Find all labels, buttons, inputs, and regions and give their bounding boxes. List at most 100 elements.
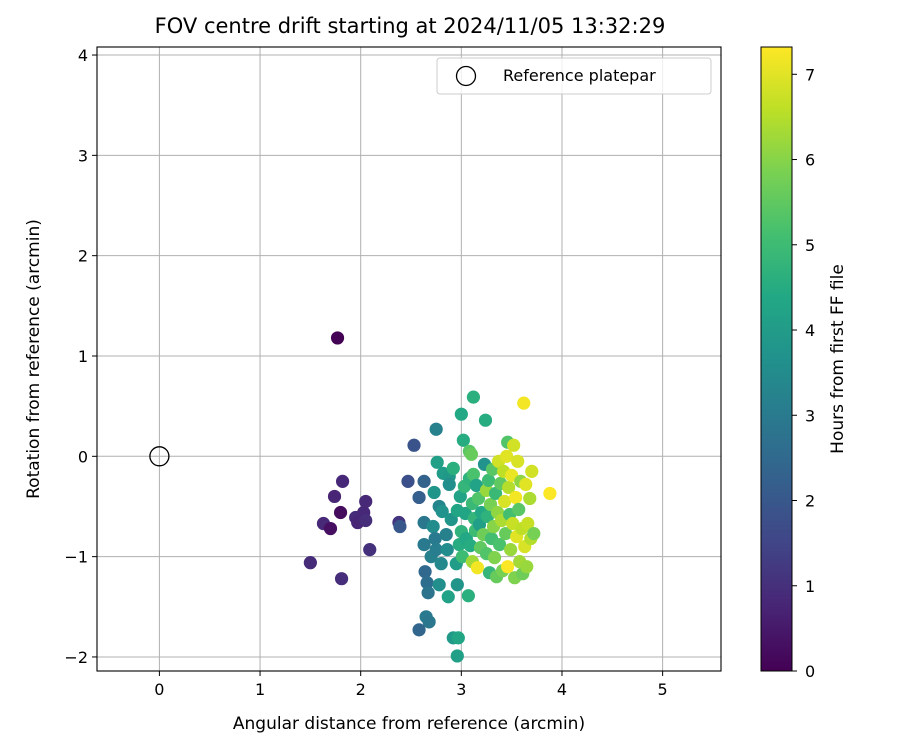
data-point <box>464 447 478 461</box>
colorbar-tick-label: 6 <box>805 151 815 170</box>
data-point <box>499 526 513 541</box>
x-tick-label: 4 <box>557 680 567 699</box>
data-point <box>359 494 373 509</box>
data-point <box>517 396 531 410</box>
colorbar-tick-label: 3 <box>805 406 815 425</box>
y-tick-label: 2 <box>78 247 88 266</box>
data-point <box>441 590 455 604</box>
y-axis-ticks: −2 −1 0 1 2 3 4 <box>64 46 97 667</box>
data-point <box>469 478 484 493</box>
data-point <box>543 486 557 501</box>
data-point <box>501 560 515 574</box>
colorbar-frame <box>760 46 793 672</box>
data-point <box>461 589 475 603</box>
data-point <box>450 578 464 592</box>
data-point <box>463 538 477 553</box>
data-point <box>327 489 342 504</box>
legend-marker <box>455 65 477 87</box>
data-point <box>417 474 431 488</box>
data-point <box>466 467 481 481</box>
data-point <box>428 531 442 546</box>
y-tick-label: −2 <box>64 648 88 667</box>
data-point <box>412 623 426 637</box>
x-tick-label: 3 <box>456 680 466 699</box>
data-point <box>525 464 539 478</box>
data-point <box>520 560 534 574</box>
data-point <box>330 331 345 345</box>
colorbar-tick-label: 0 <box>805 662 815 681</box>
data-point <box>478 413 493 427</box>
data-point <box>453 489 467 504</box>
data-point <box>335 474 350 488</box>
colorbar-tick-label: 1 <box>805 577 815 596</box>
data-point <box>502 480 516 495</box>
data-point <box>527 526 541 541</box>
data-point <box>480 509 495 524</box>
colorbar-tick-label: 2 <box>805 492 815 511</box>
data-point <box>323 521 338 536</box>
data-point <box>488 486 503 501</box>
data-point <box>418 565 432 579</box>
data-point <box>417 537 431 552</box>
legend-box <box>436 57 712 95</box>
data-point <box>427 485 441 500</box>
x-axis-label: Angular distance from reference (arcmin) <box>233 714 585 734</box>
data-point <box>429 422 443 436</box>
colorbar-ticks: 0 1 2 3 4 5 6 7 <box>792 65 815 681</box>
data-point <box>412 490 426 505</box>
data-point <box>393 519 407 534</box>
data-point <box>435 504 449 519</box>
data-point <box>401 474 415 488</box>
y-axis-label: Rotation from reference (arcmin) <box>24 219 44 499</box>
data-point <box>500 449 514 463</box>
data-point <box>456 433 470 447</box>
x-tick-label: 0 <box>154 680 164 699</box>
legend-label: Reference platepar <box>503 66 656 85</box>
data-point <box>509 490 523 505</box>
x-axis-ticks: 0 1 2 3 4 5 <box>154 671 668 699</box>
data-point <box>334 572 349 586</box>
scatter-points <box>303 331 557 663</box>
data-point <box>432 578 446 592</box>
x-tick-label: 5 <box>658 680 668 699</box>
data-point <box>507 438 521 452</box>
data-point <box>504 543 518 557</box>
data-point <box>422 615 436 629</box>
data-point <box>487 551 502 565</box>
x-tick-label: 1 <box>255 680 265 699</box>
data-point <box>434 557 448 571</box>
x-tick-label: 2 <box>356 680 366 699</box>
data-point <box>439 527 453 542</box>
data-point <box>481 473 496 487</box>
colorbar-gradient <box>761 47 792 671</box>
data-point <box>523 491 537 506</box>
data-point <box>451 631 465 645</box>
chart-title: FOV centre drift starting at 2024/11/05 … <box>155 14 666 38</box>
data-point <box>454 407 468 421</box>
y-tick-label: −1 <box>64 548 88 567</box>
data-point <box>420 576 434 590</box>
data-point <box>498 494 512 509</box>
data-point <box>519 477 533 492</box>
data-point <box>359 513 373 528</box>
data-point <box>511 454 525 468</box>
y-tick-label: 3 <box>78 146 88 165</box>
y-tick-label: 4 <box>78 46 88 65</box>
data-point <box>472 517 487 532</box>
colorbar-tick-label: 4 <box>805 321 815 340</box>
data-point <box>407 438 421 452</box>
data-point <box>470 561 485 575</box>
colorbar-label: Hours from first FF file <box>828 264 848 454</box>
data-point <box>426 519 440 534</box>
colorbar: 0 1 2 3 4 5 6 7 Hours from first FF file <box>760 46 848 681</box>
data-point <box>512 502 526 517</box>
colorbar-tick-label: 5 <box>805 236 815 255</box>
data-point <box>430 455 444 469</box>
data-point <box>521 516 535 531</box>
data-point <box>303 556 317 570</box>
data-point <box>466 390 481 404</box>
data-point <box>455 550 469 564</box>
data-point <box>446 461 460 475</box>
data-point <box>421 586 435 600</box>
